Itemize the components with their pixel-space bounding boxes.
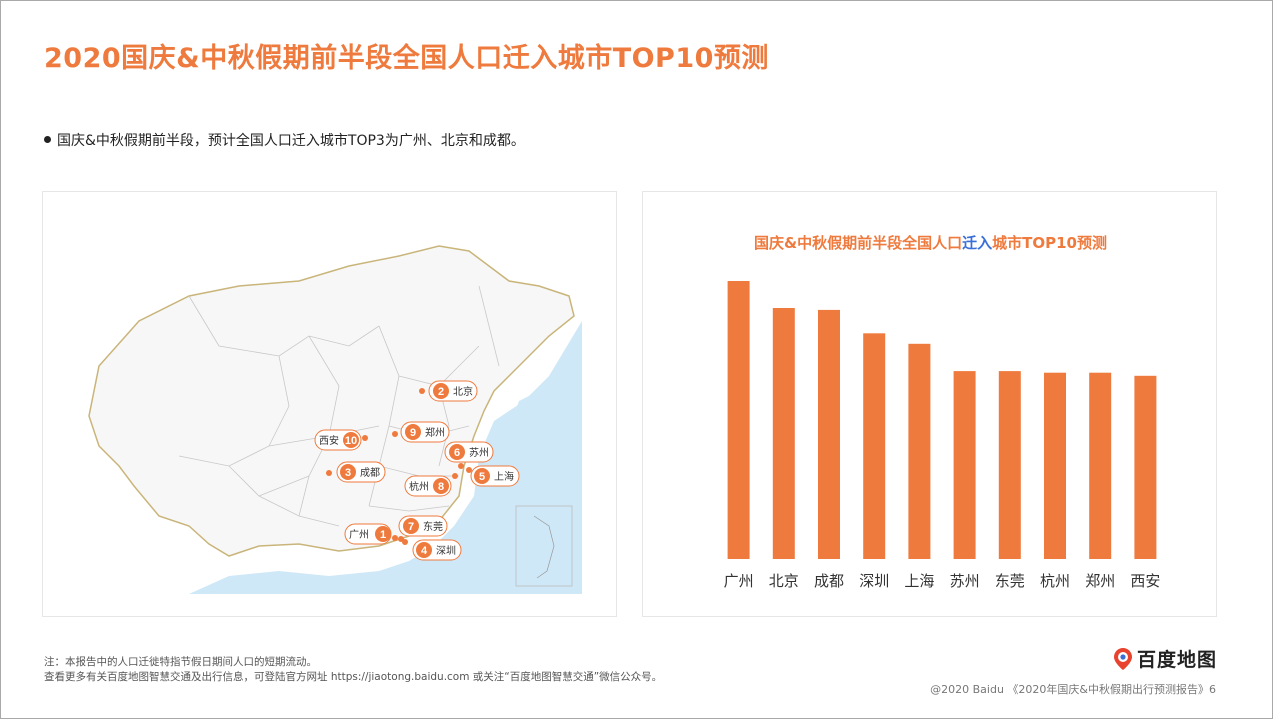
svg-text:上海: 上海 (494, 470, 514, 483)
x-tick-label: 郑州 (1085, 572, 1115, 590)
svg-text:西安: 西安 (319, 434, 339, 447)
city-marker-7: 7 东莞 (398, 515, 448, 542)
footnote-1: 注：本报告中的人口迁徙特指节假日期间人口的短期流动。 (44, 656, 317, 668)
city-marker-4: 4 深圳 (402, 539, 462, 561)
bar-2 (772, 308, 795, 559)
svg-text:郑州: 郑州 (425, 426, 445, 439)
city-marker-8: 杭州 8 (404, 473, 458, 497)
bar-9 (1089, 372, 1112, 559)
city-marker-1: 广州 1 (344, 523, 398, 545)
x-tick-label: 广州 (724, 572, 754, 590)
bar-3 (818, 309, 840, 559)
x-tick-label: 苏州 (950, 572, 980, 590)
city-marker-3: 3 成都 (326, 461, 386, 483)
svg-text:5: 5 (479, 471, 485, 483)
svg-text:1: 1 (380, 529, 386, 541)
svg-text:广州: 广州 (349, 529, 369, 541)
x-tick-label: 杭州 (1040, 572, 1070, 590)
svg-text:北京: 北京 (453, 385, 473, 398)
bar-4 (863, 333, 886, 559)
chart-title-part3: 城市TOP10预测 (992, 234, 1107, 252)
land-outline (88, 245, 575, 557)
map-panel: 2 北京 西安 10 9 郑州 3 成都 6 (42, 191, 617, 617)
chart-title: 国庆&中秋假期前半段全国人口迁入城市TOP10预测 (643, 232, 1218, 253)
bar-7 (998, 371, 1021, 559)
bar-5 (908, 343, 931, 559)
bar-6 (953, 371, 976, 559)
city-marker-6: 6 苏州 (444, 441, 494, 469)
page-title: 2020国庆&中秋假期前半段全国人口迁入城市TOP10预测 (44, 43, 769, 74)
south-sea-inset (515, 505, 573, 587)
x-tick-label: 深圳 (859, 572, 889, 590)
baidu-map-logo: 百度地图 (1114, 645, 1217, 672)
x-tick-label: 东莞 (995, 572, 1025, 590)
chart-title-highlight: 迁入 (962, 234, 993, 252)
bullet-dot (44, 135, 51, 143)
city-marker-5: 5 上海 (466, 465, 520, 487)
chart-panel: 国庆&中秋假期前半段全国人口迁入城市TOP10预测 广州 北京 成都 深圳 上海 苏州 东莞… (642, 191, 1217, 617)
svg-text:杭州: 杭州 (409, 480, 429, 493)
footnote-2: 查看更多有关百度地图智慧交通及出行信息，可登陆官方网址 https://jiao… (44, 671, 663, 683)
chart-title-part1: 国庆&中秋假期前半段全国人口 (754, 234, 963, 252)
bar-10 (1134, 375, 1157, 559)
city-marker-10: 西安 10 (314, 429, 368, 451)
x-tick-label: 西安 (1130, 572, 1160, 590)
bar-1 (727, 281, 750, 559)
map-pin-icon (1114, 647, 1132, 670)
x-tick-label: 北京 (769, 572, 799, 590)
svg-text:深圳: 深圳 (436, 545, 456, 557)
x-tick-label: 上海 (904, 572, 934, 590)
svg-text:苏州: 苏州 (469, 446, 489, 459)
logo-text: 百度地图 (1137, 649, 1218, 671)
svg-text:2: 2 (438, 386, 444, 398)
svg-text:3: 3 (345, 467, 351, 479)
bar-chart: 广州 北京 成都 深圳 上海 苏州 东莞 杭州 郑州 西安 (724, 281, 1160, 590)
svg-text:8: 8 (438, 481, 444, 493)
svg-text:东莞: 东莞 (423, 520, 443, 533)
bar-8 (1044, 372, 1066, 559)
svg-text:10: 10 (345, 435, 357, 447)
svg-text:7: 7 (408, 521, 414, 533)
svg-text:成都: 成都 (360, 467, 380, 479)
svg-text:9: 9 (410, 427, 416, 439)
summary-text: 国庆&中秋假期前半段，预计全国人口迁入城市TOP3为广州、北京和成都。 (57, 133, 525, 149)
city-marker-2: 2 北京 (419, 380, 478, 402)
x-tick-label: 成都 (814, 572, 844, 590)
source-credit: @2020 Baidu 《2020年国庆&中秋假期出行预测报告》6 (930, 683, 1216, 696)
city-marker-9: 9 郑州 (392, 421, 450, 443)
summary-bullet: 国庆&中秋假期前半段，预计全国人口迁入城市TOP3为广州、北京和成都。 (44, 130, 525, 150)
svg-text:4: 4 (421, 545, 428, 557)
svg-text:6: 6 (454, 447, 460, 459)
china-map: 2 北京 西安 10 9 郑州 3 成都 6 (79, 226, 582, 594)
